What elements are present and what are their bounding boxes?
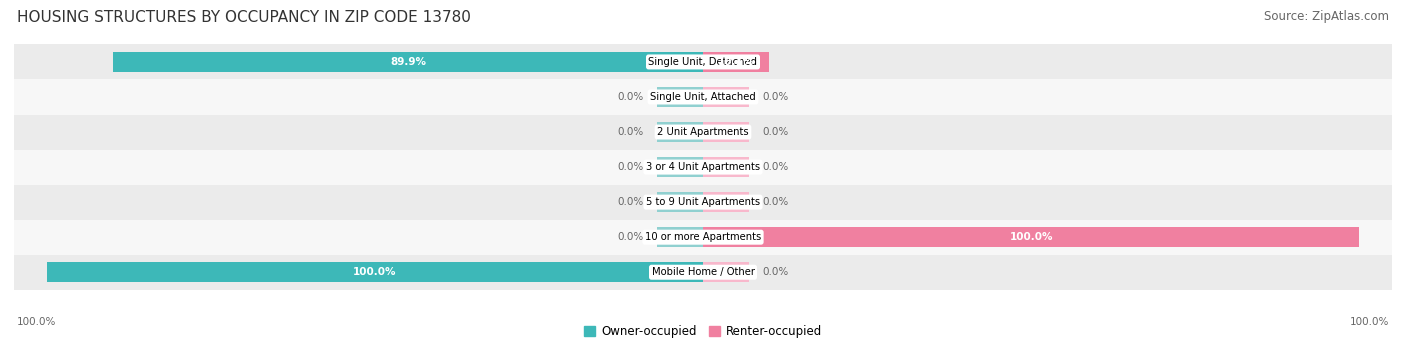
Bar bbox=[14, 184, 1392, 220]
Text: HOUSING STRUCTURES BY OCCUPANCY IN ZIP CODE 13780: HOUSING STRUCTURES BY OCCUPANCY IN ZIP C… bbox=[17, 10, 471, 25]
Bar bbox=[657, 87, 703, 107]
Bar bbox=[14, 150, 1392, 184]
Bar bbox=[657, 122, 703, 142]
Legend: Owner-occupied, Renter-occupied: Owner-occupied, Renter-occupied bbox=[579, 321, 827, 341]
Bar bbox=[703, 87, 749, 107]
Bar bbox=[657, 157, 703, 177]
Bar bbox=[14, 44, 1392, 79]
Text: 0.0%: 0.0% bbox=[617, 127, 644, 137]
Text: 10.1%: 10.1% bbox=[718, 57, 754, 67]
Bar bbox=[703, 192, 749, 212]
Bar bbox=[14, 255, 1392, 290]
Text: 5 to 9 Unit Apartments: 5 to 9 Unit Apartments bbox=[645, 197, 761, 207]
Text: 100.0%: 100.0% bbox=[17, 317, 56, 327]
Text: 0.0%: 0.0% bbox=[762, 127, 789, 137]
Bar bbox=[14, 115, 1392, 150]
Bar bbox=[657, 192, 703, 212]
Bar bbox=[14, 79, 1392, 115]
Bar bbox=[703, 52, 769, 72]
Text: 0.0%: 0.0% bbox=[617, 197, 644, 207]
Text: 89.9%: 89.9% bbox=[389, 57, 426, 67]
Text: Single Unit, Detached: Single Unit, Detached bbox=[648, 57, 758, 67]
Text: 0.0%: 0.0% bbox=[617, 92, 644, 102]
Text: 2 Unit Apartments: 2 Unit Apartments bbox=[657, 127, 749, 137]
Bar bbox=[703, 122, 749, 142]
Text: 0.0%: 0.0% bbox=[762, 92, 789, 102]
Text: 0.0%: 0.0% bbox=[617, 162, 644, 172]
Bar bbox=[46, 262, 703, 282]
Text: Mobile Home / Other: Mobile Home / Other bbox=[651, 267, 755, 277]
Bar bbox=[703, 262, 749, 282]
Bar bbox=[703, 227, 1360, 247]
Text: 100.0%: 100.0% bbox=[1350, 317, 1389, 327]
Bar bbox=[112, 52, 703, 72]
Text: 0.0%: 0.0% bbox=[762, 267, 789, 277]
Bar bbox=[657, 227, 703, 247]
Text: Single Unit, Attached: Single Unit, Attached bbox=[650, 92, 756, 102]
Text: 100.0%: 100.0% bbox=[1010, 232, 1053, 242]
Text: 10 or more Apartments: 10 or more Apartments bbox=[645, 232, 761, 242]
Text: Source: ZipAtlas.com: Source: ZipAtlas.com bbox=[1264, 10, 1389, 23]
Text: 3 or 4 Unit Apartments: 3 or 4 Unit Apartments bbox=[645, 162, 761, 172]
Bar bbox=[14, 220, 1392, 255]
Text: 0.0%: 0.0% bbox=[762, 197, 789, 207]
Text: 0.0%: 0.0% bbox=[617, 232, 644, 242]
Text: 0.0%: 0.0% bbox=[762, 162, 789, 172]
Text: 100.0%: 100.0% bbox=[353, 267, 396, 277]
Bar bbox=[703, 157, 749, 177]
